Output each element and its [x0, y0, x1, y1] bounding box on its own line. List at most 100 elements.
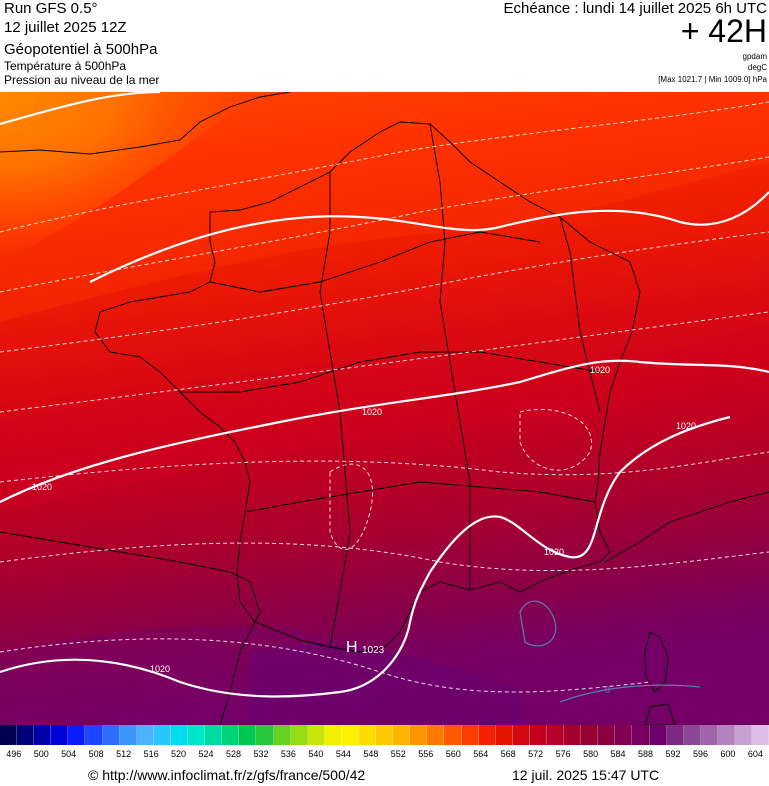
colorbar-tick-label: 568 [500, 749, 516, 759]
colorbar-tick-label: 584 [610, 749, 626, 759]
colorbar-cell [119, 725, 137, 745]
colorbar-tick-label: 580 [583, 749, 599, 759]
colorbar-tick-label: 552 [390, 749, 406, 759]
colorbar-cell [102, 725, 120, 745]
colorbar-tick-label: 556 [418, 749, 434, 759]
pressure-range: [Max 1021.7 | Min 1009.0] hPa [658, 75, 767, 84]
source-credit: © http://www.infoclimat.fr/z/gfs/france/… [88, 767, 366, 783]
colorbar-cell [239, 725, 257, 745]
colorbar-cell [547, 725, 565, 745]
unit-geopotential: gpdam [742, 52, 767, 61]
colorbar-cell [632, 725, 650, 745]
colorbar-tick-label: 512 [116, 749, 132, 759]
colorbar-cell [393, 725, 411, 745]
unit-temperature: degC [747, 63, 767, 72]
colorbar-tick-label: 520 [171, 749, 187, 759]
colorbar-cell [188, 725, 206, 745]
colorbar-cell [495, 725, 513, 745]
geopotential-colorbar [0, 725, 769, 745]
isobar-north [0, 92, 161, 126]
colorbar-cell [68, 725, 86, 745]
colorbar-cell [581, 725, 599, 745]
field-geopotential-label: Géopotentiel à 500hPa [4, 41, 158, 58]
isobar-label: 1020 [362, 407, 382, 417]
colorbar-tick-label: 596 [692, 749, 708, 759]
colorbar-cell [529, 725, 547, 745]
forecast-valid-time: Echéance : lundi 14 juillet 2025 6h UTC [503, 0, 768, 17]
colorbar-cell [598, 725, 616, 745]
colorbar-cell [444, 725, 462, 745]
isobars [0, 92, 769, 698]
colorbar-cell [752, 725, 769, 745]
isobar-label: 1020 [150, 664, 170, 674]
weather-map: -8 1020 1020 1020 1020 1020 1020 H 1023 [0, 92, 769, 725]
isotherms [0, 101, 769, 693]
colorbar-tick-label: 600 [720, 749, 736, 759]
border-regions-5 [429, 123, 471, 590]
colorbar-tick-label: 544 [335, 749, 351, 759]
border-east [559, 216, 601, 413]
colorbar-cell [410, 725, 428, 745]
border-regions-2 [180, 351, 601, 393]
isobar-label: 1020 [676, 421, 696, 431]
run-date: 12 juillet 2025 12Z [4, 19, 127, 36]
isobar-label: 1020 [590, 365, 610, 375]
colorbar-tick-label: 496 [6, 749, 22, 759]
colorbar-cell [256, 725, 274, 745]
colorbar-tick-label: 588 [638, 749, 654, 759]
colorbar-cell [700, 725, 718, 745]
high-pressure-symbol: H [346, 639, 358, 656]
field-pressure-label: Pression au niveau de la mer [4, 73, 160, 87]
colorbar-tick-label: 516 [143, 749, 159, 759]
field-temperature-label: Température à 500hPa [4, 59, 127, 73]
colorbar-cell [222, 725, 240, 745]
forecast-lead-time: + 42H [680, 13, 767, 49]
generation-time: 12 juil. 2025 15:47 UTC [512, 767, 660, 783]
colorbar-cell [666, 725, 684, 745]
colorbar-cell [324, 725, 342, 745]
isobar-label: 1020 [32, 482, 52, 492]
colorbar-cell [153, 725, 171, 745]
coastline-uk [0, 92, 291, 155]
colorbar-cell [136, 725, 154, 745]
isobar-1020-b [429, 415, 731, 573]
colorbar-tick-label: 536 [280, 749, 296, 759]
run-title: Run GFS 0.5° [4, 0, 98, 17]
band-2 [0, 322, 769, 512]
colorbar-cell [427, 725, 445, 745]
colorbar-cell [615, 725, 633, 745]
colorbar-cell [564, 725, 582, 745]
isobar-label: 1020 [544, 547, 564, 557]
coastline-iberia [0, 531, 261, 725]
colorbar-tick-label: 576 [555, 749, 571, 759]
colorbar-tick-label: 548 [363, 749, 379, 759]
colorbar-tick-label: 524 [198, 749, 214, 759]
colorbar-tick-label: 500 [33, 749, 49, 759]
warm-band-nw [0, 92, 260, 262]
band-1 [0, 92, 769, 322]
colorbar-cell [290, 725, 308, 745]
colorbar-ticks: 496 500 504 508 512 516 520 524 528 532 536 540 544 5… [0, 749, 769, 763]
border-regions-1 [209, 231, 541, 293]
colorbar-cell [205, 725, 223, 745]
colorbar-cell [649, 725, 667, 745]
colorbar-cell [307, 725, 325, 745]
colorbar-cell [341, 725, 359, 745]
temperature-label: -8 [602, 685, 610, 695]
coastline-italy [604, 491, 769, 563]
coastlines-and-borders [0, 92, 769, 725]
colorbar-cell [85, 725, 103, 745]
colorbar-cell [358, 725, 377, 745]
colorbar-cell [0, 725, 18, 745]
colorbar-tick-label: 560 [445, 749, 461, 759]
colorbar-cell [461, 725, 479, 745]
band-4 [250, 644, 520, 725]
colorbar-cell [478, 725, 496, 745]
isobar-1020-c [0, 571, 431, 698]
colorbar-tick-label: 504 [61, 749, 77, 759]
colorbar-tick-label: 592 [665, 749, 681, 759]
colorbar-tick-label: 540 [308, 749, 324, 759]
colorbar-cell [17, 725, 35, 745]
map-background [0, 92, 769, 725]
colorbar-tick-label: 508 [88, 749, 104, 759]
